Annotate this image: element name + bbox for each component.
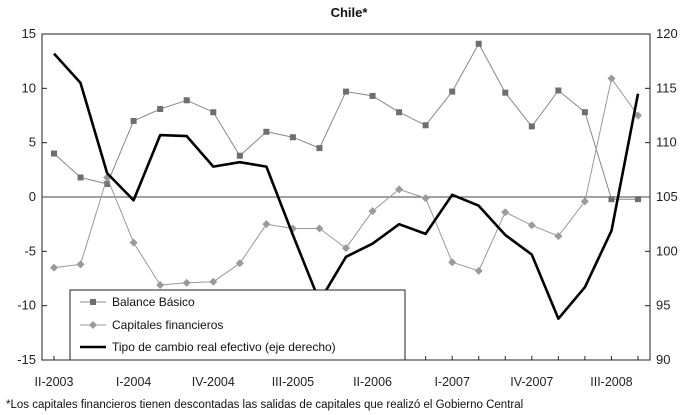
x-tick-label: II-2003 [35,375,74,389]
y-left-tick-label: 5 [29,135,36,150]
point-capitales-financieros [315,224,324,233]
point-capitales-financieros [368,207,377,216]
point-capitales-financieros [342,244,350,253]
legend-marker-square [90,299,96,305]
point-balance-basico [581,109,588,116]
x-tick-label: III-2005 [272,375,314,389]
point-capitales-financieros [607,74,616,83]
y-right-tick-label: 120 [656,26,678,41]
series-layer [50,40,642,321]
legend-label: Capitales financieros [112,318,223,332]
point-capitales-financieros [235,259,244,268]
point-balance-basico [608,196,615,203]
x-axis: II-2003 I-2004 IV-2004 III-2005 II-2006 I-200… [35,356,639,389]
legend-label: Tipo de cambio real efectivo (eje derech… [112,340,336,354]
point-balance-basico [369,92,376,99]
point-balance-basico [555,87,562,94]
point-balance-basico [157,105,164,112]
point-capitales-financieros [580,197,589,206]
point-balance-basico [263,128,270,135]
point-capitales-financieros [474,266,483,275]
point-balance-basico [236,152,243,159]
point-balance-basico [449,88,456,95]
point-capitales-financieros [129,238,138,247]
legend: Balance Básico Capitales financieros Tipo … [69,289,406,361]
y-left-tick-label: 15 [22,26,36,41]
x-tick-label: IV-2007 [510,375,553,389]
series-line-0 [53,43,638,200]
legend-items: Balance Básico Capitales financieros Tipo … [80,295,336,354]
point-balance-basico [502,89,509,96]
y-axis-left: -15 -10 -5 0 5 10 15 [17,26,47,367]
point-capitales-financieros [501,208,510,217]
point-balance-basico [183,97,190,104]
point-balance-basico [422,122,429,129]
y-right-tick-label: 105 [656,189,678,204]
series-line-2 [53,52,640,321]
x-tick-label: I-2004 [116,375,151,389]
point-balance-basico [210,109,217,116]
point-balance-basico [528,123,535,130]
point-capitales-financieros [634,111,642,120]
point-balance-basico [396,109,403,116]
legend-marker-diamond [89,321,97,329]
y-right-tick-label: 110 [656,135,677,150]
point-capitales-financieros [182,278,191,287]
x-tick-label: II-2006 [353,375,392,389]
point-balance-basico [289,134,296,141]
y-left-tick-label: 10 [22,80,36,95]
x-tick-label: I-2007 [434,375,469,389]
y-right-tick-label: 100 [656,243,678,258]
y-left-tick-label: 0 [29,189,36,204]
point-capitales-financieros [448,258,457,267]
point-balance-basico [316,145,323,152]
point-balance-basico [77,174,84,181]
footnote: *Los capitales financieros tienen descon… [6,399,523,411]
y-right-tick-label: 95 [656,298,670,313]
point-capitales-financieros [209,277,218,286]
point-capitales-financieros [50,263,58,272]
legend-label: Balance Básico [112,295,195,309]
y-right-tick-label: 115 [656,80,677,95]
y-axis-right: 90 95 100 105 110 115 120 [645,26,678,367]
x-tick-label: IV-2004 [192,375,235,389]
x-tick-label: III-2008 [590,375,632,389]
y-left-tick-label: -5 [24,243,36,258]
point-balance-basico [104,180,111,187]
point-capitales-financieros [262,220,271,229]
y-right-tick-label: 90 [656,352,670,367]
point-balance-basico [130,117,137,124]
y-left-tick-label: -10 [17,298,36,313]
point-capitales-financieros [395,185,404,194]
point-capitales-financieros [554,232,563,241]
point-capitales-financieros [527,221,536,230]
point-capitales-financieros [156,281,165,290]
point-capitales-financieros [76,260,85,269]
point-capitales-financieros [421,194,430,203]
point-balance-basico [635,196,641,203]
point-balance-basico [475,40,482,47]
chart-title: Chile* [331,5,369,20]
point-balance-basico [51,150,57,157]
legend-box [69,289,406,361]
point-balance-basico [343,88,349,95]
y-left-tick-label: -15 [17,352,36,367]
